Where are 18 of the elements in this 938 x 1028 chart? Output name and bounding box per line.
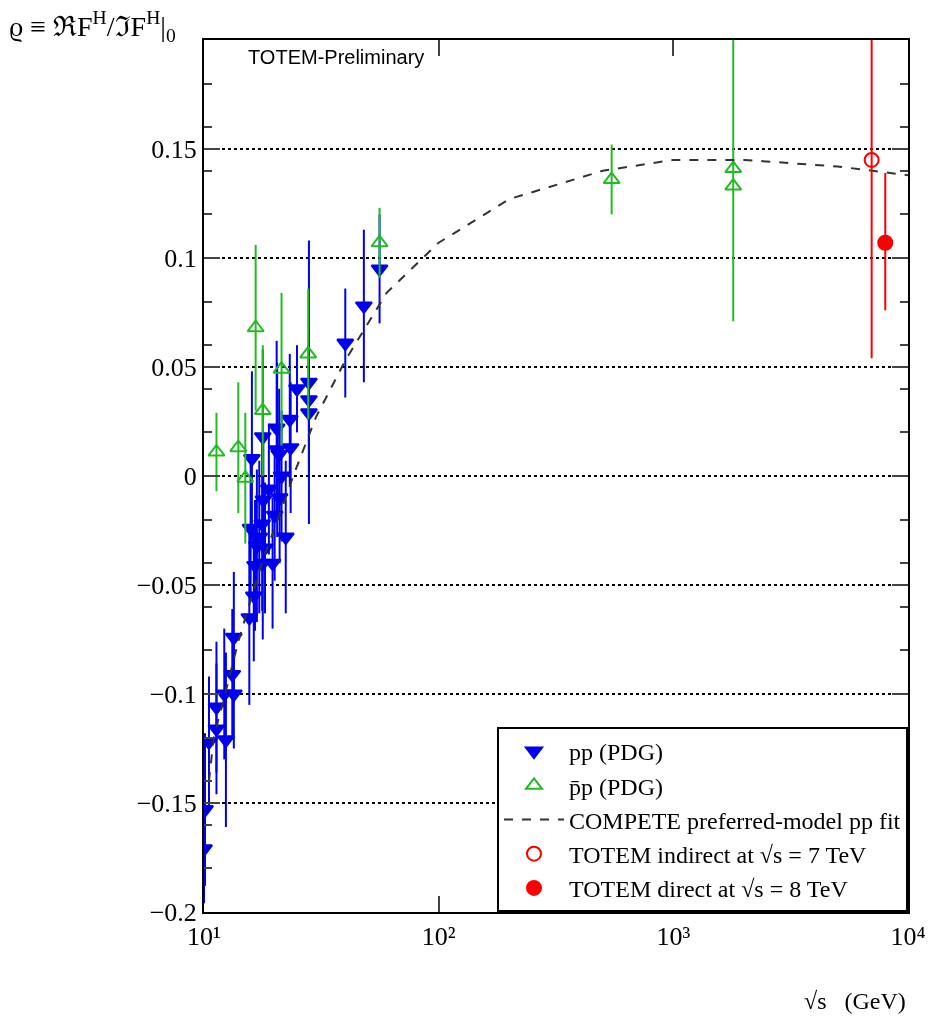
y-tick-label: 0.05: [151, 353, 197, 383]
legend-label: TOTEM direct at √s = 8 TeV: [569, 876, 849, 903]
x-tick-label: 10⁴: [890, 922, 926, 952]
x-axis-title: √s (GeV): [804, 988, 906, 1014]
y-tick-label: 0: [183, 462, 197, 492]
x-tick-label: 10²: [421, 922, 456, 952]
legend-label: COMPETE preferred-model pp fit: [569, 807, 901, 834]
legend-label: pp (PDG): [569, 739, 663, 766]
y-tick-label: −0.1: [149, 680, 197, 710]
y-axis-title: ϱ ≡ ℜF$^{H}$/ℑF$^{H}$|$_{0}$: [9, 7, 176, 46]
x-tick-label: 10³: [656, 922, 691, 952]
legend-label: TOTEM indirect at √s = 7 TeV: [569, 842, 868, 869]
annotation: TOTEM-Preliminary: [248, 46, 425, 68]
y-tick-label: 0.15: [151, 135, 197, 165]
legend-label: p̄p (PDG): [569, 773, 663, 800]
y-tick-label: −0.05: [136, 571, 197, 601]
y-tick-label: 0.1: [164, 244, 197, 274]
y-tick-label: −0.15: [136, 789, 197, 819]
